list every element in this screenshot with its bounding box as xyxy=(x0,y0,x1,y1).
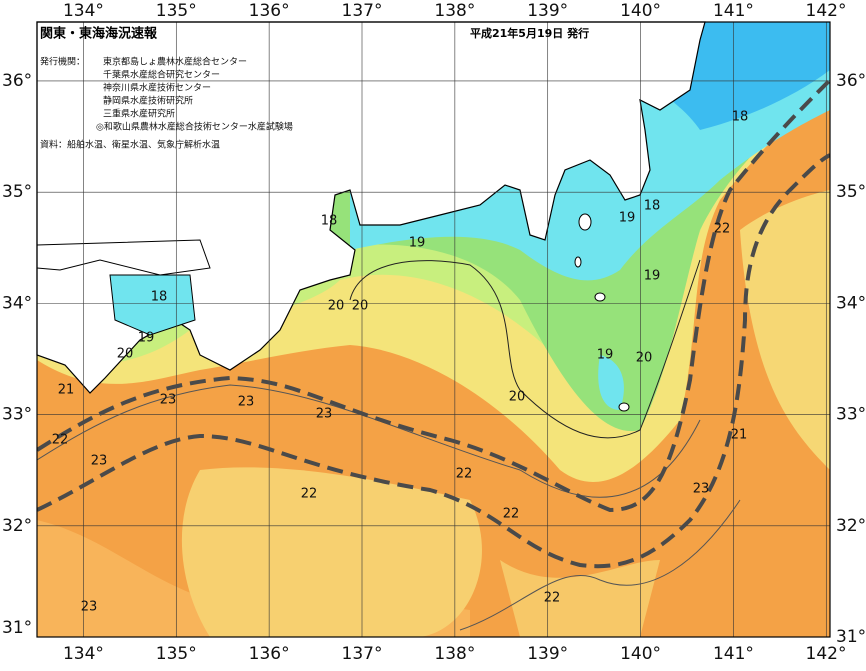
contour-label: 20 xyxy=(117,347,134,362)
land xyxy=(36,21,706,394)
contour-label: 19 xyxy=(619,211,636,226)
lon-label: 140° xyxy=(620,644,661,664)
contour-label: 20 xyxy=(352,299,369,314)
contour-label: 18 xyxy=(732,110,749,125)
contour-label: 18 xyxy=(321,214,338,229)
contour-label: 22 xyxy=(301,487,318,502)
contour-label: 22 xyxy=(714,222,731,237)
contour-label: 19 xyxy=(138,331,155,346)
contour-label: 23 xyxy=(693,482,710,497)
lon-label: 138° xyxy=(434,644,475,664)
contour-label: 22 xyxy=(52,433,69,448)
lon-label: 140° xyxy=(620,1,661,21)
contour-label: 20 xyxy=(509,390,526,405)
lon-label: 142° xyxy=(806,644,847,664)
lon-label: 135° xyxy=(156,1,197,21)
contour-label: 22 xyxy=(456,467,473,482)
osaka-bay xyxy=(109,274,196,336)
lat-label: 36° xyxy=(836,71,866,91)
lat-label: 33° xyxy=(836,405,866,425)
contour-label: 23 xyxy=(160,393,177,408)
lat-label: 32° xyxy=(836,516,866,536)
lat-label: 31° xyxy=(836,627,866,647)
lat-label: 31° xyxy=(2,618,32,638)
contour-label: 18 xyxy=(644,199,661,214)
lat-label: 32° xyxy=(2,516,32,536)
header: 関東・東海海況速報 平成21年5月19日 発行 発行機関： 東京都島しょ農林水産… xyxy=(40,26,589,151)
lon-label: 135° xyxy=(156,644,197,664)
issuer: ◎和歌山県農林水産総合技術センター水産試験場 xyxy=(96,121,293,133)
issuer: 千葉県水産総合研究センター xyxy=(103,69,220,81)
issuer-label: 発行機関： xyxy=(40,56,85,68)
lon-label: 136° xyxy=(249,1,290,21)
contour-label: 23 xyxy=(316,407,333,422)
lat-label: 34° xyxy=(2,293,32,313)
contour-label: 20 xyxy=(328,299,345,314)
map-frame xyxy=(36,21,831,638)
contour-label: 19 xyxy=(409,236,426,251)
contour-label: 23 xyxy=(238,395,255,410)
islands xyxy=(574,213,630,412)
title: 関東・東海海況速報 xyxy=(40,26,158,42)
lon-label: 141° xyxy=(713,1,754,21)
lon-label: 134° xyxy=(63,1,104,21)
contour-label: 21 xyxy=(58,383,75,398)
contour-label: 22 xyxy=(544,591,561,606)
lat-label: 33° xyxy=(2,405,32,425)
contour-label: 23 xyxy=(81,600,98,615)
issuer: 静岡県水産技術研究所 xyxy=(103,95,193,107)
contour-label: 18 xyxy=(151,290,168,305)
lon-label: 142° xyxy=(806,1,847,21)
lon-label: 139° xyxy=(527,644,568,664)
contour-label: 19 xyxy=(597,348,614,363)
contour-label: 22 xyxy=(503,507,520,522)
issue-date: 平成21年5月19日 発行 xyxy=(470,26,589,40)
lon-label: 138° xyxy=(434,1,475,21)
contour-labels: 18 18 19 18 19 19 18 20 20 19 20 19 20 2… xyxy=(52,110,749,615)
lat-label: 36° xyxy=(2,71,32,91)
issuer: 三重県水産研究所 xyxy=(103,108,175,120)
lon-label: 134° xyxy=(63,644,104,664)
lon-label: 141° xyxy=(713,644,754,664)
coast-outline xyxy=(36,239,211,276)
contour-label: 19 xyxy=(644,269,661,284)
lon-label: 139° xyxy=(527,1,568,21)
data-source: 資料：船舶水温、衛星水温、気象庁解析水温 xyxy=(40,139,220,151)
issuer: 神奈川県水産技術センター xyxy=(103,82,211,94)
contour-label: 20 xyxy=(636,351,653,366)
kuroshio-path xyxy=(37,78,830,569)
lat-label: 35° xyxy=(836,182,866,202)
lat-label: 35° xyxy=(2,182,32,202)
contour-label: 21 xyxy=(731,428,748,443)
lon-label: 137° xyxy=(342,644,383,664)
lat-label: 34° xyxy=(836,293,866,313)
issuer: 東京都島しょ農林水産総合センター xyxy=(103,56,247,68)
lon-label: 136° xyxy=(249,644,290,664)
contour-label: 23 xyxy=(91,454,108,469)
lon-label: 137° xyxy=(342,1,383,21)
